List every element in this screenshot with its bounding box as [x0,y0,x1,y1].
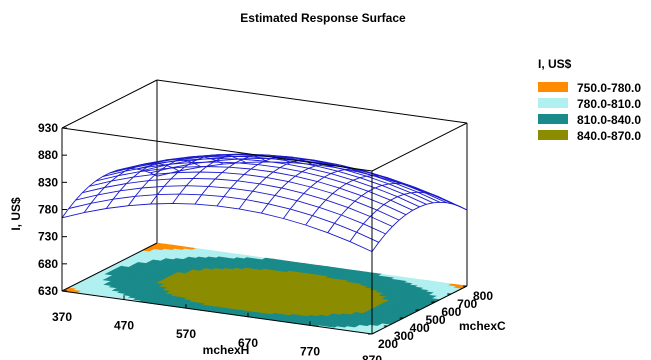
legend-title: I, US$ [538,57,572,71]
box-edge [61,127,373,172]
y-tick-label: 800 [473,289,493,303]
legend-swatch [538,130,568,140]
y-tick-label: 600 [441,305,461,319]
box-edge [61,242,158,292]
mesh-line-y [82,177,393,227]
mesh-line-x [349,191,446,242]
mesh-line-x [216,156,313,207]
mesh-line-y [68,193,379,243]
y-tick-label: 200 [378,337,398,351]
y-tick-label: 500 [426,313,446,327]
z-tick-label: 630 [38,284,58,298]
z-tick-label: 930 [38,121,58,135]
x-tick-label: 870 [362,353,382,360]
mesh-line-y [88,171,400,221]
box-edge [61,290,373,335]
z-tick-label: 730 [38,230,58,244]
x-tick-label: 670 [238,336,258,350]
axis-ticks: 630 680 730 780 830 880 930 370 470 570 670 770 870 2… [38,121,493,360]
floor-contour-map [61,242,468,335]
y-tick-label: 300 [394,329,414,343]
z-tick-label: 880 [38,148,58,162]
x-tick-label: 570 [176,327,196,341]
box-edge [156,79,468,124]
mesh-line-y [109,158,420,208]
legend-swatch [538,114,568,124]
mesh-line-y [102,161,413,211]
x-tick-label: 370 [52,310,72,324]
legend: I, US$ 750.0-780.0 780.0-810.0 810.0-840.0… [538,57,641,143]
surface-mesh [61,153,468,253]
z-tick-label: 780 [38,203,58,217]
mesh-line-x [371,201,468,252]
mesh-line-y [75,185,386,235]
plot-box-back [61,79,468,286]
chart-title: Estimated Response Surface [240,11,406,25]
x-axis-label: mchexH [203,343,250,357]
y-tick-label: 700 [457,297,477,311]
box-edge [61,79,158,129]
legend-label: 750.0-780.0 [577,81,641,95]
legend-label: 780.0-810.0 [577,97,641,111]
legend-swatch [538,82,568,92]
y-tick-label: 400 [410,321,430,335]
y-axis-label: mchexC [459,319,506,333]
mesh-line-y [136,154,447,204]
legend-label: 840.0-870.0 [577,129,641,143]
mesh-line-y [156,161,468,211]
x-tick-label: 770 [300,344,320,358]
legend-label: 810.0-840.0 [577,113,641,127]
z-tick-label: 680 [38,257,58,271]
mesh-line-y [150,157,461,208]
z-tick-label: 830 [38,175,58,189]
box-edge [371,122,468,172]
legend-swatch [538,98,568,108]
mesh-line-y [95,166,407,216]
z-axis-label: I, US$ [9,197,23,231]
mesh-line-y [61,202,373,253]
x-tick-label: 470 [114,319,134,333]
